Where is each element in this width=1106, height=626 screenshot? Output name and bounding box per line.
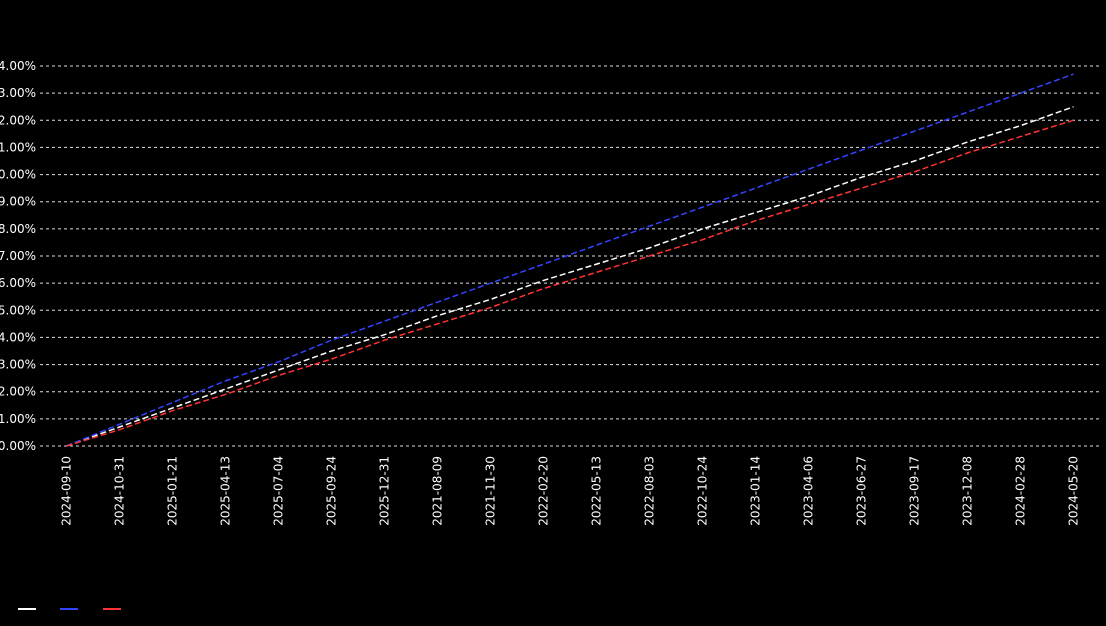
x-tick-label: 2022-02-20 (537, 456, 551, 526)
chart-title (4, 2, 1102, 24)
x-tick-label: 2023-06-27 (855, 456, 869, 526)
x-tick-label: 2025-04-13 (219, 456, 233, 526)
y-tick-label: 14.00% (0, 59, 36, 73)
y-tick-label: 8.00% (0, 222, 36, 236)
y-tick-label: 3.00% (0, 358, 36, 372)
x-tick-label: 2025-07-04 (272, 456, 286, 526)
y-tick-label: 5.00% (0, 303, 36, 317)
y-tick-label: 2.00% (0, 385, 36, 399)
series-line-3 (66, 119, 1074, 447)
y-tick-label: 7.00% (0, 249, 36, 263)
legend-swatch-1 (18, 608, 36, 610)
y-tick-label: 9.00% (0, 195, 36, 209)
series-lines (66, 73, 1074, 447)
x-tick-label: 2024-05-20 (1067, 456, 1081, 526)
y-tick-label: 6.00% (0, 276, 36, 290)
x-tick-label: 2025-09-24 (325, 456, 339, 526)
y-tick-label: 13.00% (0, 86, 36, 100)
x-tick-label: 2025-12-31 (378, 456, 392, 526)
gridlines (40, 65, 1100, 447)
x-tick-label: 2022-08-03 (643, 456, 657, 526)
x-tick-label: 2023-09-17 (908, 456, 922, 526)
x-tick-label: 2024-10-31 (113, 456, 127, 526)
legend-swatch-2 (60, 608, 79, 610)
x-tick-label: 2023-12-08 (961, 456, 975, 526)
legend-swatch-3 (102, 608, 121, 610)
series-line-2 (66, 73, 1074, 447)
x-tick-label: 2023-04-06 (802, 456, 816, 526)
x-tick-label: 2022-05-13 (590, 456, 604, 526)
line-chart: 0.00% 1.00% 2.00% 3.00% 4.00% 5.00% 6.00% 7.00%… (0, 59, 1100, 526)
y-tick-label: 4.00% (0, 330, 36, 344)
series-line-1 (66, 106, 1074, 447)
y-tick-label: 10.00% (0, 168, 36, 182)
y-tick-label: 12.00% (0, 113, 36, 127)
x-tick-label: 2021-08-09 (431, 456, 445, 526)
x-tick-label: 2022-10-24 (696, 456, 710, 526)
y-tick-label: 11.00% (0, 140, 36, 154)
x-tick-label: 2021-11-30 (484, 456, 498, 526)
x-tick-label: 2025-01-21 (166, 456, 180, 526)
x-axis-tick-labels: 2024-09-10 2024-10-31 2025-01-21 2025-04-13… (60, 456, 1081, 526)
y-axis-tick-labels: 0.00% 1.00% 2.00% 3.00% 4.00% 5.00% 6.00% 7.00%… (0, 59, 36, 453)
legend (4, 596, 1102, 622)
y-tick-label: 1.00% (0, 412, 36, 426)
x-tick-label: 2024-02-28 (1014, 456, 1028, 526)
x-tick-label: 2023-01-14 (749, 456, 763, 526)
y-tick-label: 0.00% (0, 439, 36, 453)
x-tick-label: 2024-09-10 (60, 456, 74, 526)
